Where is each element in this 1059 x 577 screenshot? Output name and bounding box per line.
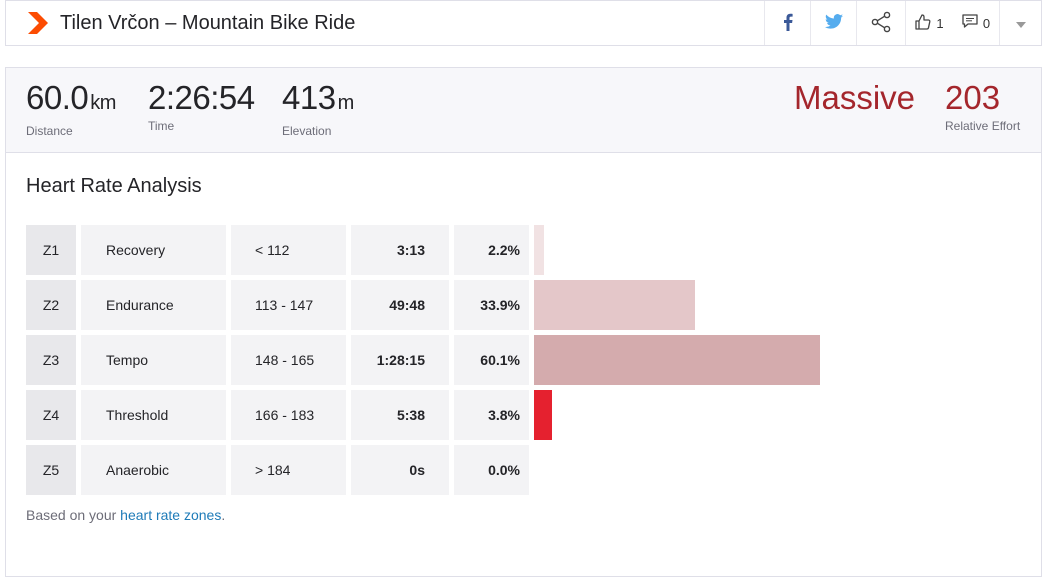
zone-name: Threshold (81, 390, 226, 440)
zone-name: Tempo (81, 335, 226, 385)
note-prefix: Based on your (26, 507, 121, 523)
thumbs-up-icon (915, 13, 931, 33)
distance-value: 60.0 (26, 79, 89, 116)
stats-summary: 60.0 km Distance 2:26:54 Time 413 m Elevat… (6, 68, 1041, 153)
facebook-icon (783, 13, 793, 34)
more-actions-dropdown[interactable] (999, 1, 1041, 45)
time-value: 2:26:54 (148, 79, 255, 116)
zone-range: 148 - 165 (231, 335, 346, 385)
kudos-count: 1 (936, 15, 944, 31)
share-icon (870, 11, 892, 36)
section-title: Heart Rate Analysis (26, 175, 202, 197)
zone-time: 49:48 (351, 280, 449, 330)
zone-time: 3:13 (351, 225, 449, 275)
elevation-label: Elevation (282, 124, 332, 138)
zone-bar (534, 280, 695, 330)
activity-title: Tilen Vrčon – Mountain Bike Ride (60, 11, 356, 34)
zone-label: Z3 (26, 335, 76, 385)
effort-descriptor: Massive (794, 79, 916, 116)
zones-note: Based on your heart rate zones. (26, 507, 225, 523)
comments-button[interactable]: 0 (953, 1, 999, 45)
zone-range: 113 - 147 (231, 280, 346, 330)
stat-relative-effort[interactable]: 203 Relative Effort (945, 79, 1021, 134)
zone-name: Anaerobic (81, 445, 226, 495)
zone-label: Z5 (26, 445, 76, 495)
zone-percent: 33.9% (454, 280, 529, 330)
note-suffix: . (221, 507, 226, 523)
activity-type-icon (28, 12, 48, 34)
zone-label: Z4 (26, 390, 76, 440)
activity-header: Tilen Vrčon – Mountain Bike Ride (5, 0, 1042, 46)
relative-effort-value: 203 (945, 79, 1001, 116)
elevation-unit: m (337, 92, 355, 114)
share-button[interactable] (856, 1, 905, 45)
zone-percent: 2.2% (454, 225, 529, 275)
zone-label: Z2 (26, 280, 76, 330)
zone-range: > 184 (231, 445, 346, 495)
heart-rate-zones-link[interactable]: heart rate zones (120, 507, 222, 523)
zone-percent: 0.0% (454, 445, 529, 495)
time-label: Time (148, 119, 175, 133)
comments-count: 0 (982, 15, 991, 31)
twitter-share-button[interactable] (810, 1, 856, 45)
distance-label: Distance (26, 124, 73, 138)
stat-distance: 60.0 km Distance (26, 79, 116, 139)
kudos-button[interactable]: 1 (905, 1, 953, 45)
zone-percent: 60.1% (454, 335, 529, 385)
zone-range: 166 - 183 (231, 390, 346, 440)
zone-name: Endurance (81, 280, 226, 330)
zone-bar (534, 225, 544, 275)
chevron-down-icon (1015, 16, 1026, 31)
zone-range: < 112 (231, 225, 346, 275)
stat-elevation: 413 m Elevation (282, 79, 355, 139)
header-left: Tilen Vrčon – Mountain Bike Ride (6, 12, 764, 35)
facebook-share-button[interactable] (764, 1, 810, 45)
zone-label: Z1 (26, 225, 76, 275)
zone-name: Recovery (81, 225, 226, 275)
zone-time: 5:38 (351, 390, 449, 440)
header-actions: 1 0 (764, 1, 1041, 45)
zone-bar (534, 335, 820, 385)
zone-percent: 3.8% (454, 390, 529, 440)
activity-card: 60.0 km Distance 2:26:54 Time 413 m Elevat… (5, 67, 1042, 577)
twitter-icon (824, 14, 843, 32)
zone-time: 0s (351, 445, 449, 495)
zone-bar (534, 390, 552, 440)
distance-unit: km (90, 92, 116, 114)
zone-time: 1:28:15 (351, 335, 449, 385)
comment-icon (962, 14, 978, 32)
relative-effort-label: Relative Effort (945, 119, 1021, 133)
stat-time: 2:26:54 Time (148, 79, 255, 134)
elevation-value: 413 (282, 79, 336, 116)
